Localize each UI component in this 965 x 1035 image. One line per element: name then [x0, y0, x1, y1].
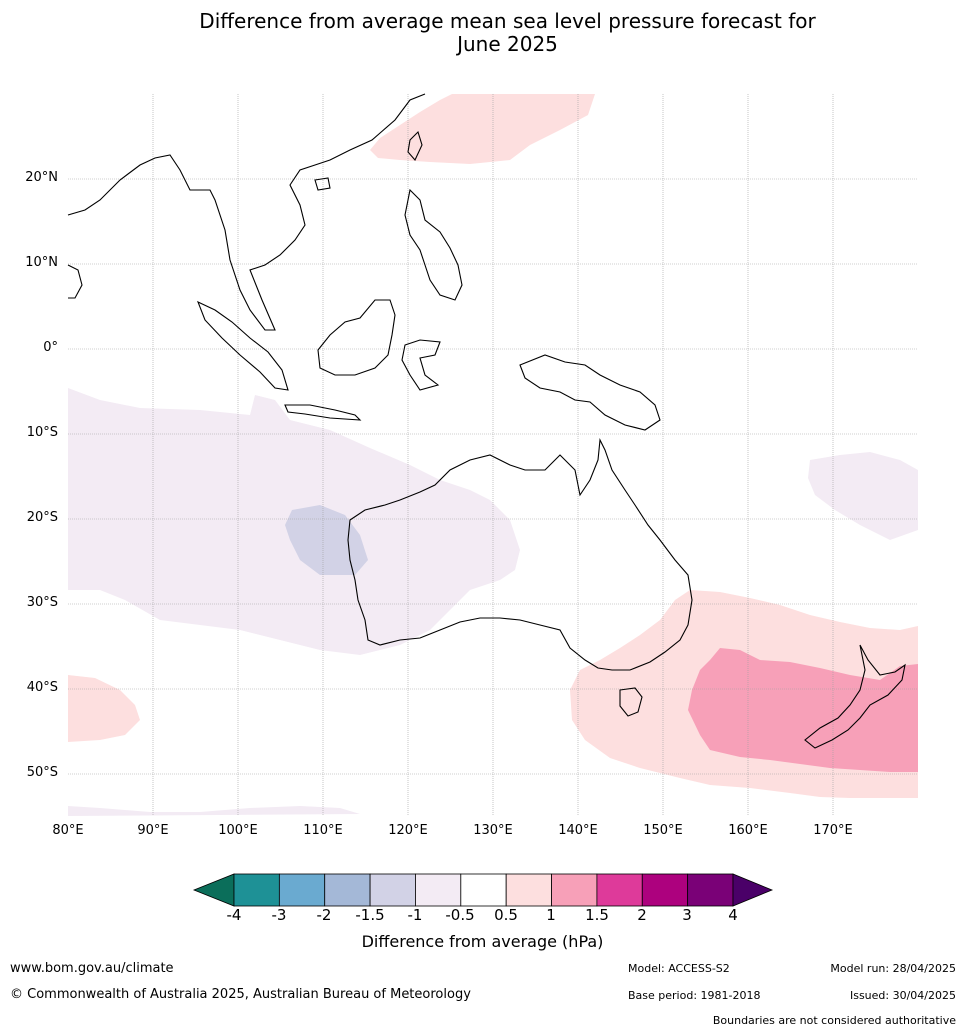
title-line-2: June 2025: [457, 32, 558, 56]
lon-label-160e: 160°E: [728, 823, 768, 838]
copyright-text: © Commonwealth of Australia 2025, Austra…: [10, 987, 471, 1002]
colorbar-tick: -4: [226, 906, 242, 924]
title-line-1: Difference from average mean sea level p…: [199, 9, 816, 33]
lat-label-10n: 10°N: [25, 255, 58, 270]
colorbar-tick: 1.5: [585, 906, 609, 924]
colorbar: [192, 873, 774, 907]
website-link[interactable]: www.bom.gov.au/climate: [10, 961, 174, 976]
colorbar-tick: 0.5: [494, 906, 518, 924]
colorbar-swatch: [233, 873, 280, 907]
java-coastline: [284, 404, 362, 421]
lon-label-150e: 150°E: [643, 823, 683, 838]
colorbar-swatch: [596, 873, 643, 907]
lat-label-20n: 20°N: [25, 170, 58, 185]
taiwan-positive-anomaly: [370, 94, 595, 164]
colorbar-tick: 4: [728, 906, 738, 924]
colorbar-tick: 2: [637, 906, 647, 924]
lat-label-0: 0°: [43, 340, 58, 355]
sri-lanka-coastline: [67, 264, 83, 299]
lon-label-120e: 120°E: [388, 823, 428, 838]
colorbar-tick: -3: [271, 906, 287, 924]
colorbar-swatch: [460, 873, 507, 907]
new-zealand-coastline: [804, 644, 906, 749]
pacific-negative-anomaly: [808, 452, 918, 540]
philippines-coastline: [404, 188, 463, 301]
lon-label-90e: 90°E: [137, 823, 169, 838]
map-frame: [67, 93, 918, 816]
lat-label-40s: 40°S: [26, 680, 58, 695]
chart-title: Difference from average mean sea level p…: [0, 10, 965, 56]
disclaimer-text: Boundaries are not considered authoritat…: [712, 1014, 956, 1027]
sumatra-coastline: [196, 300, 289, 391]
base-period-text: Base period: 1981-2018: [628, 989, 761, 1002]
tasmania-coastline: [619, 687, 643, 717]
model-text: Model: ACCESS-S2: [628, 962, 730, 975]
colorbar-extend-high: [732, 873, 774, 907]
taiwan-coastline: [407, 130, 423, 161]
colorbar-swatch: [641, 873, 689, 907]
colorbar-swatch: [551, 873, 598, 907]
model-run-text: Model run: 28/04/2025: [830, 962, 956, 975]
lon-label-100e: 100°E: [218, 823, 258, 838]
lon-label-80e: 80°E: [52, 823, 84, 838]
lon-label-110e: 110°E: [303, 823, 343, 838]
sulawesi-coastline: [401, 339, 441, 391]
colorbar-swatch: [505, 873, 552, 907]
australia-coastline: [347, 438, 693, 671]
colorbar-tick: 3: [682, 906, 692, 924]
colorbar-tick: 1: [546, 906, 556, 924]
new-guinea-coastline: [519, 354, 661, 431]
colorbar-extend-low: [192, 873, 235, 907]
issued-text: Issued: 30/04/2025: [849, 989, 956, 1002]
new-zealand-positive-anomaly: [688, 648, 918, 772]
lon-label-170e: 170°E: [813, 823, 853, 838]
colorbar-swatch: [278, 873, 326, 907]
lat-label-20s: 20°S: [26, 510, 58, 525]
asia-mainland-coastline: [67, 93, 426, 331]
hainan-coastline: [314, 177, 331, 191]
coastlines: [67, 93, 906, 749]
lat-label-50s: 50°S: [26, 765, 58, 780]
borneo-coastline: [317, 299, 396, 376]
lon-label-130e: 130°E: [473, 823, 513, 838]
colorbar-swatch: [324, 873, 371, 907]
colorbar-label: Difference from average (hPa): [361, 932, 604, 951]
colorbar-swatch: [369, 873, 416, 907]
colorbar-swatch: [687, 873, 734, 907]
colorbar-tick: -2: [316, 906, 332, 924]
colorbar-tick: -0.5: [445, 906, 475, 924]
colorbar-tick: -1: [407, 906, 423, 924]
lat-label-10s: 10°S: [26, 425, 58, 440]
west-australia-negative-anomaly: [285, 505, 368, 575]
lat-label-30s: 30°S: [26, 595, 58, 610]
colorbar-tick: -1.5: [355, 906, 385, 924]
gridlines: [68, 94, 918, 816]
bottom-negative-anomaly: [68, 806, 360, 816]
lon-label-140e: 140°E: [558, 823, 598, 838]
colorbar-swatch: [415, 873, 462, 907]
southwest-positive-anomaly: [68, 675, 140, 742]
